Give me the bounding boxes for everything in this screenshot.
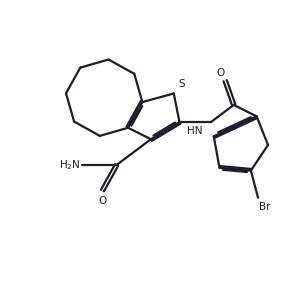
Text: Br: Br (260, 202, 271, 212)
Text: $\mathregular{H_2N}$: $\mathregular{H_2N}$ (59, 158, 80, 172)
Text: O: O (217, 68, 225, 78)
Text: HN: HN (187, 126, 203, 136)
Text: O: O (98, 196, 106, 206)
Text: S: S (178, 79, 185, 89)
